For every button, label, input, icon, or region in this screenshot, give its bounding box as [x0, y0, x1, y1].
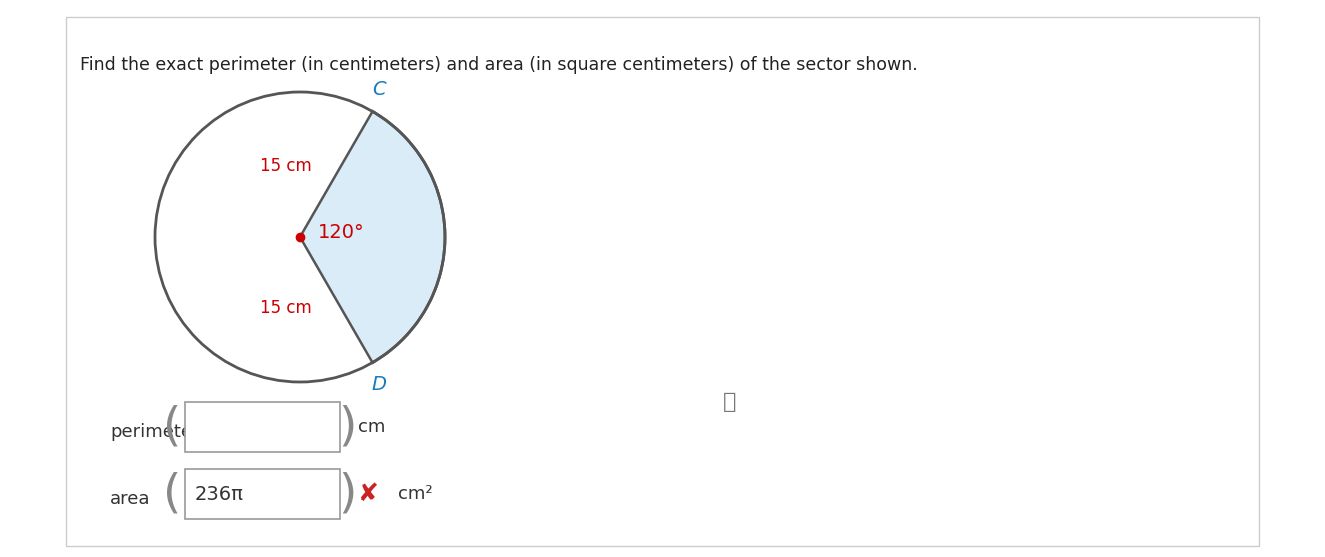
FancyBboxPatch shape [186, 402, 341, 452]
Text: 120°: 120° [318, 222, 364, 242]
Text: area: area [110, 490, 151, 508]
Text: ): ) [338, 404, 356, 449]
Text: ⓘ: ⓘ [723, 392, 737, 412]
Wedge shape [299, 111, 445, 363]
Text: 236π: 236π [195, 485, 244, 504]
Text: cm: cm [358, 418, 386, 436]
Text: perimeter: perimeter [110, 423, 200, 441]
Text: Find the exact perimeter (in centimeters) and area (in square centimeters) of th: Find the exact perimeter (in centimeters… [80, 56, 917, 74]
Text: 15 cm: 15 cm [260, 157, 311, 175]
Text: (: ( [163, 404, 182, 449]
Text: cm²: cm² [398, 485, 433, 503]
FancyBboxPatch shape [186, 469, 341, 519]
Text: (: ( [163, 471, 182, 516]
Text: D: D [371, 374, 386, 394]
Text: ): ) [338, 471, 356, 516]
Text: ✘: ✘ [358, 482, 379, 506]
Text: C: C [372, 80, 386, 100]
Text: 15 cm: 15 cm [260, 299, 311, 317]
